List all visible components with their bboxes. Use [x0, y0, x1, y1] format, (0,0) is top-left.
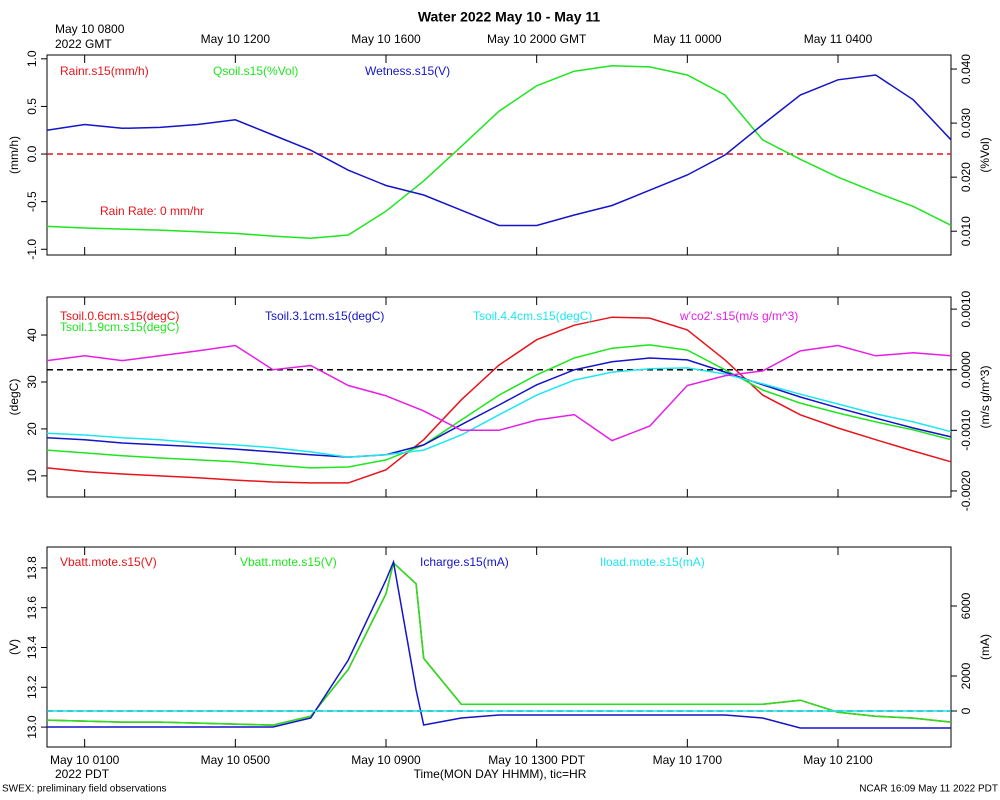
series-line — [46, 561, 952, 726]
y2-tick-label: 0.020 — [959, 162, 973, 192]
x2-tick-label: May 10 2000 GMT — [487, 32, 587, 46]
series-line — [46, 316, 952, 484]
x-axis-label: Time(MON DAY HHMM), tic=HR — [414, 767, 587, 781]
y-tick-label: -1.0 — [25, 239, 39, 260]
y-tick-label: -0.5 — [25, 191, 39, 212]
x-tick-label: May 10 0100 — [50, 753, 120, 767]
y2-tick-label: 0.030 — [959, 108, 973, 138]
y-tick-label: 30 — [25, 375, 39, 389]
y2-tick-label: 0.0000 — [959, 351, 973, 388]
y-tick-label: 13.0 — [25, 715, 39, 739]
y-tick-label: 13.8 — [25, 556, 39, 580]
x2-tick-label: May 11 0400 — [804, 32, 873, 46]
y2-tick-label: -0.0010 — [959, 410, 973, 451]
y-axis-label: (mm/h) — [7, 136, 21, 174]
y2-axis-label: (mA) — [978, 634, 992, 660]
top-corner-label: 2022 GMT — [55, 37, 112, 51]
y2-tick-label: 0 — [959, 707, 973, 714]
series-line — [46, 65, 952, 239]
y-axis-label: (degC) — [7, 379, 21, 416]
y-tick-label: 13.2 — [25, 675, 39, 699]
y2-tick-label: 0.040 — [959, 54, 973, 84]
annotation: Rain Rate: 0 mm/hr — [100, 204, 204, 218]
y-tick-label: 10 — [25, 469, 39, 483]
legend-entry: Qsoil.s15(%Vol) — [213, 64, 298, 78]
top-corner-label: May 10 0800 — [55, 22, 125, 36]
x2-tick-label: May 10 1600 — [351, 32, 421, 46]
series-line — [46, 344, 952, 469]
series-line — [46, 344, 952, 442]
legend-entry: Icharge.s15(mA) — [420, 555, 509, 569]
x-tick-label: May 10 0900 — [351, 753, 421, 767]
y-axis-label: (V) — [7, 639, 21, 655]
x2-tick-label: May 11 0000 — [653, 32, 722, 46]
y2-tick-label: 2000 — [959, 662, 973, 689]
y2-tick-label: 0.010 — [959, 216, 973, 246]
x-tick-label: May 10 0500 — [201, 753, 271, 767]
footer-right: NCAR 16:09 May 11 2022 PDT — [859, 784, 998, 795]
legend-entry: Tsoil.3.1cm.s15(degC) — [265, 309, 384, 323]
series-line — [46, 357, 952, 458]
x-tick-label: May 10 1300 PDT — [488, 753, 585, 767]
y-tick-label: 0.0 — [25, 145, 39, 162]
y-tick-label: 0.5 — [25, 98, 39, 115]
y-tick-label: 1.0 — [25, 50, 39, 67]
legend-entry: Iload.mote.s15(mA) — [600, 555, 705, 569]
series-line — [47, 559, 951, 729]
series-line — [46, 74, 952, 227]
y-tick-label: 40 — [25, 328, 39, 342]
x2-tick-label: May 10 1200 — [201, 32, 271, 46]
plot-frame — [46, 54, 952, 256]
legend-entry: Tsoil.1.9cm.s15(degC) — [60, 320, 179, 334]
legend-entry: Rainr.s15(mm/h) — [60, 64, 149, 78]
legend-entry: Tsoil.4.4cm.s15(degC) — [473, 309, 592, 323]
plot-frame — [46, 546, 952, 748]
legend-entry: Vbatt.mote.s15(V) — [240, 555, 337, 569]
y2-tick-label: -0.0020 — [959, 470, 973, 511]
bottom-corner-label: 2022 PDT — [55, 767, 110, 781]
footer-left: SWEX: preliminary field observations — [2, 784, 167, 795]
y-tick-label: 13.6 — [25, 596, 39, 620]
legend-entry: Vbatt.mote.s15(V) — [60, 555, 157, 569]
y2-axis-label: (%Vol) — [978, 137, 992, 172]
legend-entry: w'co2'.s15(m/s g/m^3) — [679, 309, 798, 323]
y2-tick-label: 0.0010 — [959, 290, 973, 327]
y-tick-label: 20 — [25, 422, 39, 436]
plot-frame — [46, 296, 952, 498]
y2-tick-label: 6000 — [959, 592, 973, 619]
y2-axis-label: (m/s g/m^3) — [978, 366, 992, 429]
y-tick-label: 13.4 — [25, 635, 39, 659]
series-line — [46, 367, 952, 458]
legend-entry: Tsoil.0.6cm.s15(degC) — [60, 309, 179, 323]
chart-title: Water 2022 May 10 - May 11 — [418, 9, 601, 25]
x-tick-label: May 10 1700 — [653, 753, 723, 767]
x-tick-label: May 10 2100 — [803, 753, 873, 767]
legend-entry: Wetness.s15(V) — [365, 64, 450, 78]
series-line — [46, 561, 952, 726]
